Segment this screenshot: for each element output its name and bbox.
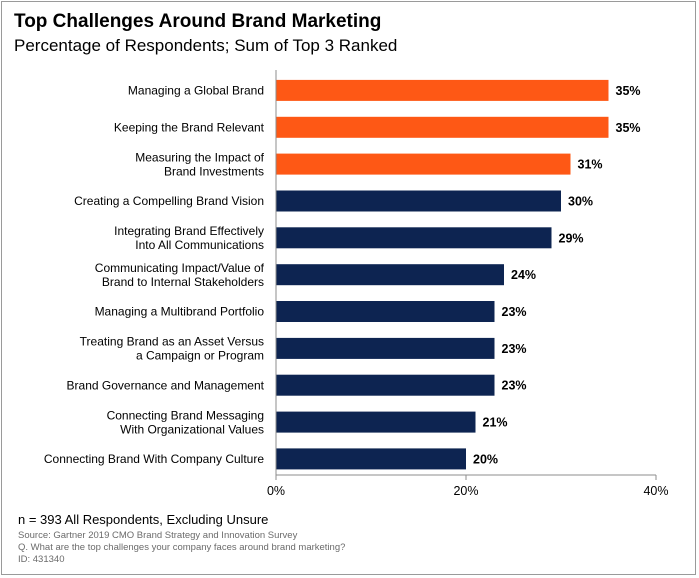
bar <box>276 264 504 286</box>
bar <box>276 448 466 470</box>
bar <box>276 301 495 322</box>
bar <box>276 116 609 138</box>
source-note: Source: Gartner 2019 CMO Brand Strategy … <box>18 530 298 541</box>
bar <box>276 190 561 212</box>
category-label: Connecting Brand With Company Culture <box>44 452 264 466</box>
category-label: Managing a Global Brand <box>128 84 264 98</box>
category-label: Managing a Multibrand Portfolio <box>95 305 265 319</box>
bar-value-label: 35% <box>616 121 641 135</box>
bar <box>276 79 609 101</box>
bar-value-label: 23% <box>502 305 527 319</box>
chart-title: Top Challenges Around Brand Marketing <box>14 11 382 32</box>
bar <box>276 411 476 433</box>
x-tick-label: 20% <box>453 484 478 498</box>
bar-value-label: 23% <box>502 342 527 356</box>
category-label: Communicating Impact/Value of Brand to In… <box>95 261 265 289</box>
category-label: Creating a Compelling Brand Vision <box>74 194 264 208</box>
x-tick-label: 40% <box>643 484 668 498</box>
bar <box>276 337 495 359</box>
x-tick-label: 0% <box>267 484 285 498</box>
bar-value-label: 30% <box>568 195 593 209</box>
category-label: Keeping the Brand Relevant <box>114 121 265 135</box>
bar-chart: 35% Managing a Global Brand 35% Keeping the… <box>44 70 669 498</box>
category-label: Measuring the Impact of Brand Investments <box>135 150 264 178</box>
bar-value-label: 35% <box>616 84 641 98</box>
chart-subtitle: Percentage of Respondents; Sum of Top 3 … <box>14 36 398 55</box>
bar <box>276 153 571 175</box>
bar-value-label: 20% <box>473 452 498 466</box>
bar <box>276 374 495 396</box>
id-note: ID: 431340 <box>18 554 65 565</box>
bar-value-label: 31% <box>578 158 603 172</box>
category-label: Integrating Brand Effectively Into All Co… <box>114 224 264 252</box>
bar-value-label: 23% <box>502 379 527 393</box>
bar-value-label: 21% <box>483 416 508 430</box>
category-label: Connecting Brand Messaging With Organizat… <box>107 408 264 436</box>
bar-value-label: 29% <box>559 231 584 245</box>
sample-size-note: n = 393 All Respondents, Excluding Unsur… <box>18 512 269 527</box>
question-note: Q. What are the top challenges your comp… <box>18 542 346 553</box>
category-label: Brand Governance and Management <box>67 378 265 392</box>
bar <box>276 227 552 249</box>
category-label: Treating Brand as an Asset Versus a Campa… <box>80 335 264 363</box>
bar-value-label: 24% <box>511 268 536 282</box>
